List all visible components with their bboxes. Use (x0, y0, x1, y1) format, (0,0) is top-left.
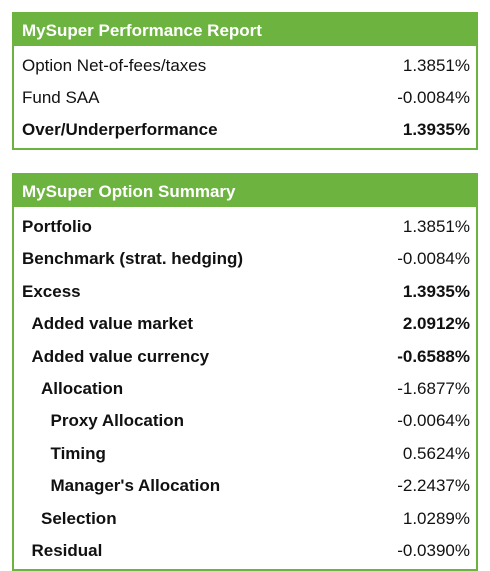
row-label: Allocation (41, 378, 124, 398)
row-value: 0.5624% (402, 443, 470, 463)
row-label: Option Net-of-fees/taxes (22, 56, 207, 75)
row-label: Excess (22, 281, 81, 301)
table-row: Selection 1.0289% (14, 503, 476, 535)
row-label: Over/Underperformance (22, 120, 218, 139)
table-row: Option Net-of-fees/taxes 1.3851% (14, 50, 476, 82)
table-row: Residual -0.0390% (14, 535, 476, 567)
row-value: 1.3851% (402, 217, 470, 236)
row-label: Fund SAA (22, 88, 100, 107)
row-label: Added value market (31, 314, 194, 334)
row-value: -2.2437% (397, 476, 470, 496)
row-value: 1.0289% (402, 508, 470, 528)
table-row: Excess 1.3935% (14, 276, 476, 308)
row-value: -0.6588% (397, 346, 470, 366)
row-label: Portfolio (22, 217, 92, 236)
option-summary-table: MySuper Option Summary Portfolio 1.3851% B… (12, 173, 478, 571)
table-body: Portfolio 1.3851% Benchmark (strat. hedgin… (14, 207, 476, 569)
table-row: Manager's Allocation -2.2437% (14, 470, 476, 502)
row-value: -0.0064% (397, 411, 470, 431)
row-label: Selection (41, 508, 117, 528)
row-value: 2.0912% (402, 314, 470, 334)
table-row: Timing 0.5624% (14, 438, 476, 470)
table-row: Over/Underperformance 1.3935% (14, 114, 476, 146)
row-label: Added value currency (31, 346, 210, 366)
table-row: Added value currency -0.6588% (14, 341, 476, 373)
table-row: Fund SAA -0.0084% (14, 82, 476, 114)
table-row: Added value market 2.0912% (14, 308, 476, 340)
table-row: Allocation -1.6877% (14, 373, 476, 405)
row-label: Residual (31, 540, 103, 560)
row-value: 1.3935% (402, 120, 470, 139)
row-label: Benchmark (strat. hedging) (22, 249, 244, 269)
table-row: Benchmark (strat. hedging) -0.0084% (14, 243, 476, 275)
row-value: -0.0390% (397, 540, 470, 560)
table-body: Option Net-of-fees/taxes 1.3851% Fund SAA -… (14, 46, 476, 148)
performance-report-table: MySuper Performance Report Option Net-of… (12, 12, 478, 150)
row-label: Manager's Allocation (50, 476, 221, 496)
row-label: Timing (50, 443, 106, 463)
row-value: 1.3935% (402, 281, 470, 301)
row-value: 1.3851% (402, 56, 470, 75)
table-row: Portfolio 1.3851% (14, 211, 476, 243)
table-row: Proxy Allocation -0.0064% (14, 405, 476, 437)
row-value: -0.0084% (397, 249, 470, 269)
row-value: -0.0084% (397, 88, 470, 107)
table-title: MySuper Option Summary (14, 175, 476, 207)
table-title: MySuper Performance Report (14, 14, 476, 46)
row-label: Proxy Allocation (50, 411, 185, 431)
row-value: -1.6877% (397, 378, 470, 398)
